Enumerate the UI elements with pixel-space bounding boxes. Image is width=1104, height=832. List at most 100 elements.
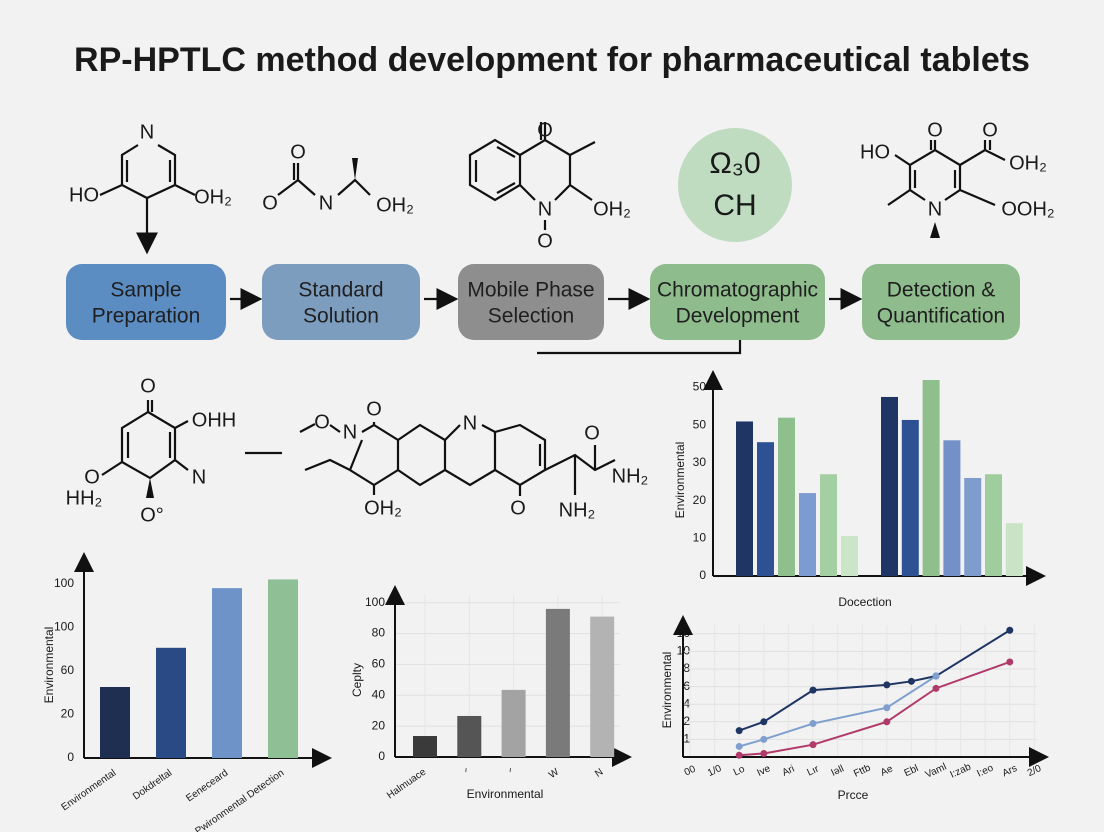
bar [457,715,482,757]
step-label: Preparation [92,305,201,328]
x-tick-label: 00 [683,764,698,779]
atom: OOH₂ [1001,198,1054,220]
bar [881,396,898,576]
bar [100,687,130,758]
atom: OH₂ [593,198,631,220]
bar [799,493,816,576]
molecule: O OHH O N HH₂ O° [66,375,282,526]
atom: N [343,421,357,443]
x-tick-label: Ebl [903,763,921,779]
badge-text: CH [713,189,756,222]
atom: O [84,466,100,488]
step-label: Detection & [887,279,996,302]
atom: N [140,121,154,143]
step-label: Standard [298,279,383,302]
step-label: Solution [303,305,379,328]
y-tick-label: 100 [54,576,74,590]
bar [778,417,795,576]
bar [964,478,982,576]
point [883,704,891,712]
y-tick-label: 50 [693,380,707,394]
atom: NH₂ [612,465,649,487]
atom: O [510,497,526,519]
x-tick-label: Environmental [60,768,119,814]
bar [545,608,570,757]
bar [1005,523,1023,576]
point [809,686,817,694]
y-tick-label: 8 [683,661,690,675]
point [907,677,915,685]
atom: HH₂ [66,487,103,509]
y-tick-label: 100 [54,620,74,634]
point [735,727,743,735]
series-line [738,629,1011,732]
point [1006,626,1014,634]
point [1006,658,1014,666]
x-tick-label: Dokdreltal [131,768,174,803]
atom: N [192,466,206,488]
flow-step [862,264,1020,340]
x-tick-label: Vaml [924,761,949,780]
point [760,735,768,743]
y-tick-label: 0 [699,568,706,582]
flow-step [650,264,825,340]
x-tick-label: ᐟ [507,767,517,778]
y-tick-label: 60 [372,657,386,671]
x-tick-label: N [593,767,605,780]
y-tick-label: 0 [378,749,385,763]
atom: O [262,192,278,214]
atom: O [584,422,600,444]
atom: N [463,412,477,434]
atom: NH₂ [559,499,596,521]
y-tick-label: 100 [365,595,385,609]
atom: O° [140,504,164,526]
x-axis-label: Docection [838,595,891,609]
bar [757,442,774,576]
bar [736,421,753,576]
x-tick-label: Ive [755,763,772,779]
point [932,672,940,680]
y-tick-label: 50 [693,417,707,431]
y-tick-label: 10 [693,530,707,544]
bar [212,588,242,758]
step-label: Sample [110,279,181,302]
step-label: Selection [488,305,574,328]
x-tick-label: W [547,766,562,781]
bar [901,419,919,576]
y-tick-label: 30 [693,455,707,469]
atom: HO [69,184,99,206]
atom: OH₂ [194,186,232,208]
series-line [739,661,1011,757]
bar [820,474,837,576]
y-tick-label: 20 [372,718,386,732]
atom: O [537,119,553,141]
flow-step [66,264,226,340]
badge-text: Ω₃0 [709,147,760,180]
x-axis-label: Environmental [467,787,544,801]
bar [501,689,526,757]
x-tick-label: Halmuace [385,766,429,801]
atom: O [982,119,998,141]
badge [678,128,792,242]
atom: N [928,198,942,220]
x-tick-label: I:zab [949,761,974,780]
x-tick-label: Eeneceard [184,768,230,805]
bar [943,440,961,576]
point [760,749,768,757]
x-tick-label: Ae [879,763,895,778]
x-tick-label: I:eo [975,762,995,779]
y-tick-label: 2 [683,714,690,728]
y-axis-label: Ceplty [350,663,364,697]
atom: O [314,411,330,433]
bar [841,536,858,576]
x-tick-label: 2/0 [1026,763,1044,779]
y-axis-label: Environmental [660,652,674,729]
y-axis-label: Environmental [42,627,56,704]
y-tick-label: 0 [67,750,74,764]
atom: O [927,119,943,141]
x-tick-label: Ars [1001,763,1019,779]
x-tick-label: Lır [805,763,821,778]
point [735,742,743,750]
x-tick-label: Iəll [830,763,846,778]
